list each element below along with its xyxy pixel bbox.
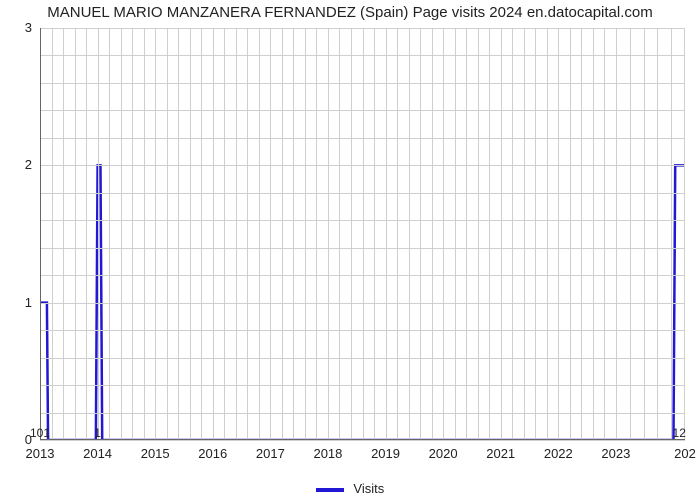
chart-plot-area — [40, 28, 685, 440]
y-tick-label: 1 — [0, 295, 32, 310]
y-tick-label: 0 — [0, 432, 32, 447]
x-tick-label: 2018 — [313, 446, 342, 461]
x-tick-label: 2014 — [83, 446, 112, 461]
x-tick-label: 2017 — [256, 446, 285, 461]
x-tick-label: 2022 — [544, 446, 573, 461]
x-tick-label: 2016 — [198, 446, 227, 461]
x-tick-label: 2019 — [371, 446, 400, 461]
y-tick-label: 2 — [0, 157, 32, 172]
x-annotation: 12 — [673, 426, 686, 440]
y-tick-label: 3 — [0, 20, 32, 35]
legend-label: Visits — [353, 481, 384, 496]
x-tick-label: 2021 — [486, 446, 515, 461]
x-tick-label: 2013 — [26, 446, 55, 461]
x-tick-label: 202 — [674, 446, 696, 461]
legend-swatch — [316, 488, 344, 492]
x-annotation: 1 — [94, 426, 101, 440]
x-tick-label: 2015 — [141, 446, 170, 461]
x-tick-label: 2023 — [601, 446, 630, 461]
chart-title: MANUEL MARIO MANZANERA FERNANDEZ (Spain)… — [0, 4, 700, 21]
x-tick-label: 2020 — [429, 446, 458, 461]
x-annotation: 101 — [30, 426, 50, 440]
chart-legend: Visits — [0, 481, 700, 496]
